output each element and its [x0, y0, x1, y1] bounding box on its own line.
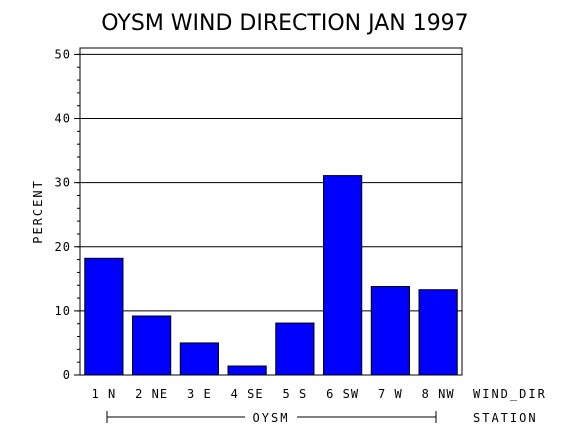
- bar: [323, 175, 363, 376]
- y-tick-label: 30: [55, 176, 71, 190]
- y-tick-label: 40: [55, 112, 71, 126]
- y-tick-label: 10: [55, 304, 71, 318]
- bar: [179, 342, 219, 376]
- x-tick-label: 4 SE: [231, 387, 264, 401]
- bar: [418, 289, 458, 376]
- x-tick-label: 3 E: [187, 387, 212, 401]
- x-axis-label: WIND_DIR: [473, 387, 547, 401]
- chart-title: OYSM WIND DIRECTION JAN 1997: [101, 11, 468, 36]
- gridlines: [80, 53, 462, 312]
- y-tick-label: 20: [55, 240, 71, 254]
- bar: [275, 322, 315, 376]
- x-tick-label: 1 N: [92, 387, 117, 401]
- x-tick-label: 6 SW: [326, 387, 359, 401]
- x-tick-label: 8 NW: [422, 387, 455, 401]
- y-tick-label: 0: [63, 368, 71, 382]
- x-tick-label: 7 W: [378, 387, 403, 401]
- x-axis-labels: 1 N 2 NE 3 E 4 SE 5 S 6 SW 7 W 8 NW: [92, 387, 455, 401]
- y-tick-label: 50: [55, 47, 71, 61]
- plot-frame: [79, 47, 463, 376]
- y-axis-ticks: 0 10 20 30 40 50: [55, 47, 80, 382]
- x-tick-label: 5 S: [283, 387, 308, 401]
- x-tick-label: 2 NE: [135, 387, 168, 401]
- bar: [370, 286, 410, 376]
- y-axis-label: PERCENT: [31, 179, 45, 244]
- station-row: OYSM STATION: [106, 411, 538, 425]
- station-label: STATION: [473, 411, 538, 425]
- bar: [227, 365, 267, 376]
- bar: [84, 257, 124, 376]
- station-value: OYSM: [253, 411, 290, 425]
- bar: [132, 315, 172, 376]
- bars: [84, 175, 458, 376]
